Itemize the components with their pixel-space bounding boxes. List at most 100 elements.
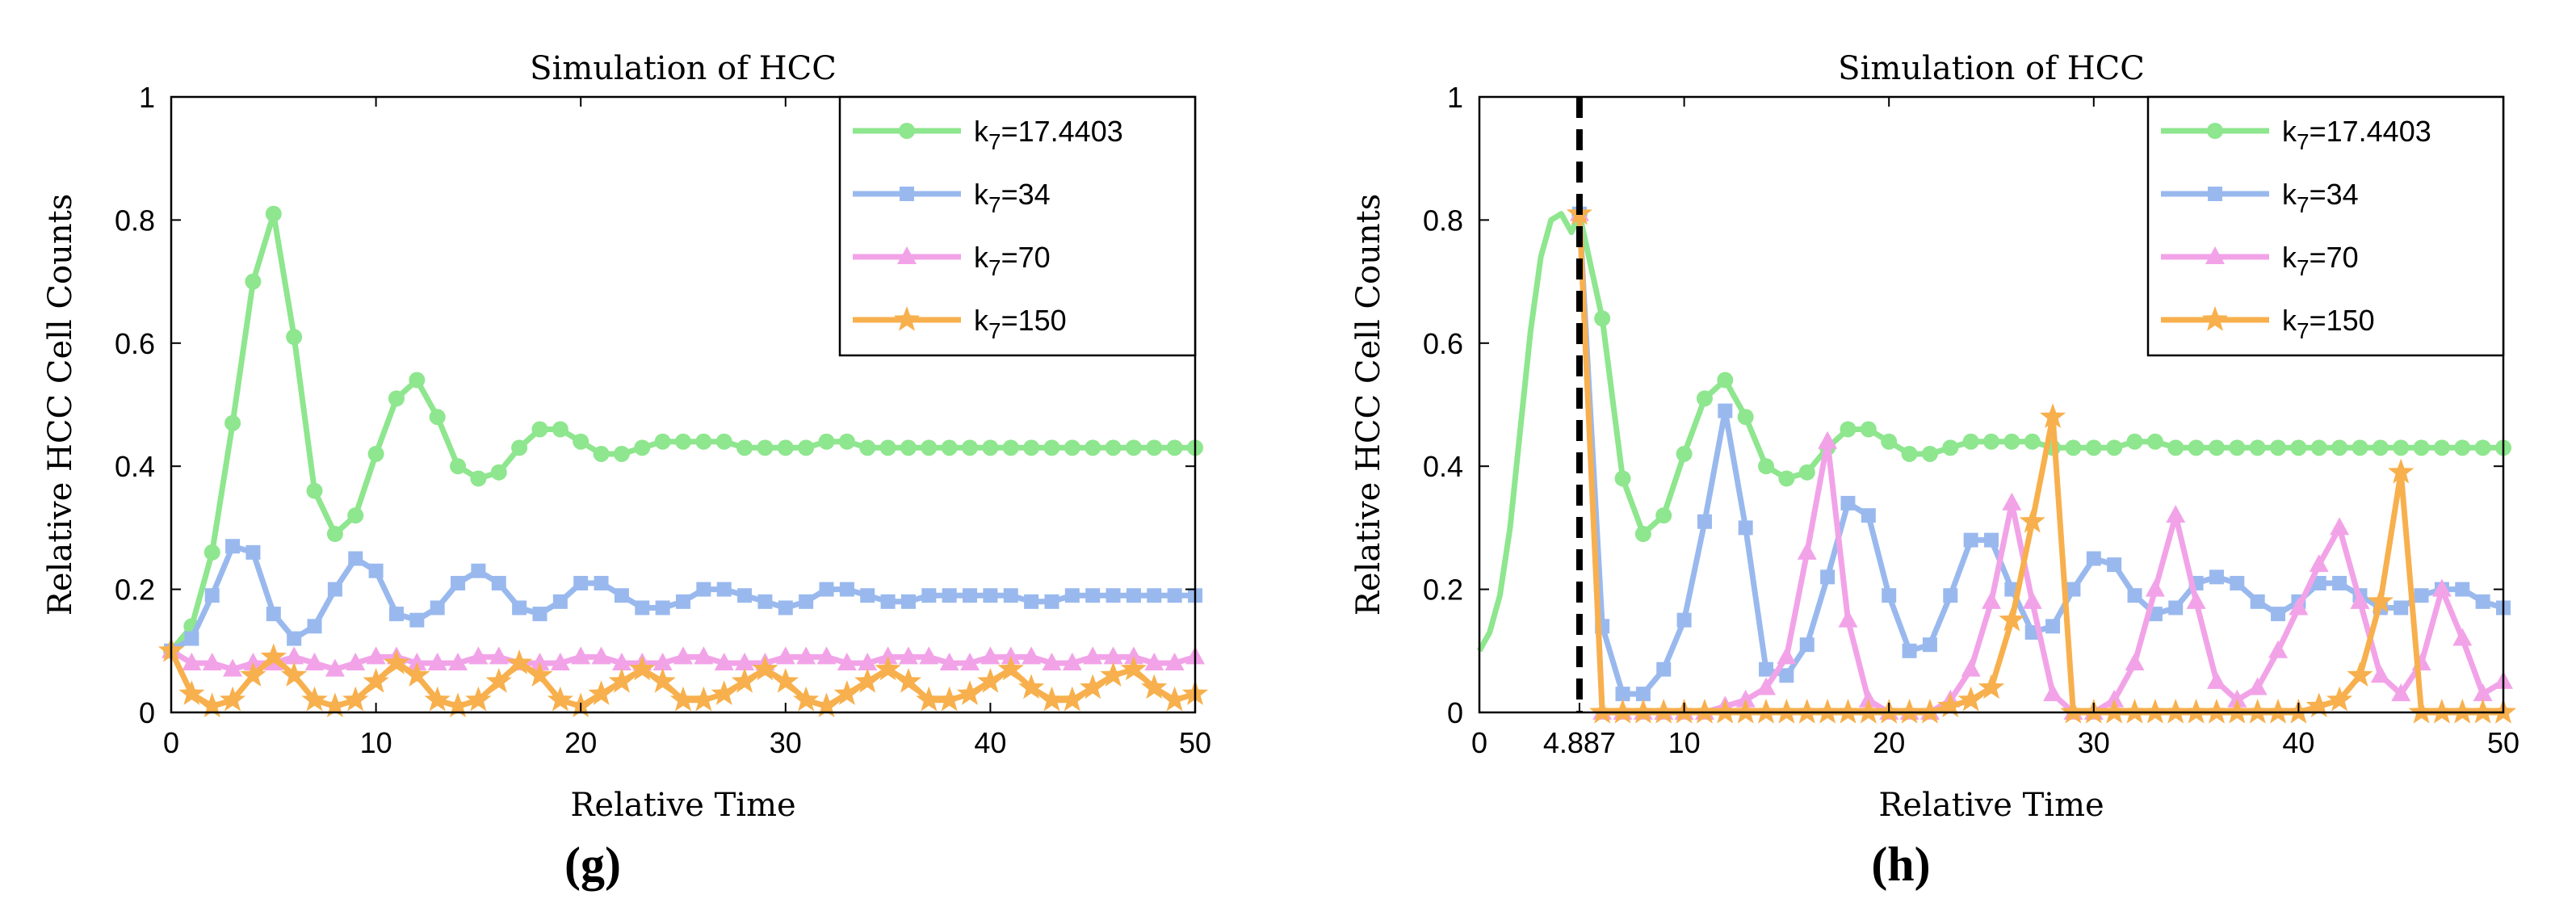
data-point	[879, 439, 896, 456]
data-point	[1957, 686, 1984, 712]
data-point	[819, 582, 834, 597]
data-point	[1835, 699, 1861, 724]
data-point	[1147, 588, 1162, 603]
data-point	[1146, 439, 1163, 456]
data-point	[326, 526, 343, 543]
data-point	[921, 588, 937, 603]
data-point	[614, 588, 629, 603]
data-point	[224, 414, 241, 431]
data-point	[1634, 526, 1651, 543]
data-point	[669, 686, 697, 712]
data-point	[1922, 637, 1937, 653]
y-tick-label: 0.8	[115, 204, 155, 237]
data-point	[1984, 532, 1999, 548]
data-point	[2372, 439, 2389, 456]
legend-label: k7=70	[974, 241, 1051, 280]
data-point	[2388, 458, 2414, 484]
legend-item: k7=34	[853, 178, 1051, 217]
data-point	[1042, 653, 1062, 671]
data-point	[2433, 439, 2450, 456]
data-point	[2408, 699, 2435, 724]
data-point	[363, 667, 389, 693]
data-point	[325, 658, 345, 677]
data-point	[1963, 532, 1978, 548]
data-point	[813, 692, 840, 718]
data-point	[2066, 582, 2081, 597]
data-point	[1756, 677, 1777, 695]
series-line	[1576, 213, 2505, 716]
data-point	[2142, 699, 2168, 724]
x-tick-label: 20	[564, 726, 597, 759]
data-point	[2019, 507, 2045, 533]
data-point	[2002, 492, 2022, 510]
data-point	[1161, 686, 1188, 712]
data-point	[1615, 687, 1630, 702]
data-point	[2428, 699, 2456, 724]
legend-item: k7=70	[853, 241, 1051, 280]
data-point	[573, 575, 589, 590]
data-point	[1656, 662, 1672, 677]
x-tick-label: 30	[2078, 726, 2110, 759]
data-point	[2309, 554, 2329, 573]
chart-panel-g: 0 10 20 30 40 50 0 0.2 0.4 0.6 0.8 1 Simulation of …	[42, 50, 1211, 891]
data-point	[2268, 640, 2289, 658]
data-point	[429, 409, 446, 426]
data-point	[1799, 637, 1815, 653]
data-point	[956, 680, 984, 705]
data-point	[367, 445, 384, 462]
data-point	[2163, 699, 2189, 724]
data-point	[2188, 439, 2205, 456]
series-3	[157, 636, 1209, 718]
data-point	[489, 646, 509, 665]
data-point	[342, 686, 369, 712]
data-point	[321, 692, 348, 718]
y-tick-label: 0	[139, 696, 155, 729]
axes-frame	[170, 95, 1197, 714]
data-point	[286, 329, 303, 346]
data-point	[2330, 517, 2350, 536]
data-point	[2270, 439, 2287, 456]
data-point	[2166, 505, 2186, 523]
data-point	[921, 439, 938, 456]
data-point	[2125, 653, 2145, 671]
legend-item: k7=34	[2161, 178, 2359, 217]
data-point	[243, 653, 263, 671]
data-point	[1902, 643, 1917, 658]
data-point	[1141, 674, 1168, 699]
data-point	[2350, 590, 2370, 609]
data-point	[2474, 439, 2491, 456]
data-point	[1962, 433, 1979, 450]
data-point	[1062, 653, 1082, 671]
data-point	[1717, 372, 1734, 389]
data-point	[184, 631, 199, 646]
data-point	[571, 646, 591, 665]
data-point	[2311, 575, 2326, 590]
data-point	[552, 421, 568, 438]
data-point	[1896, 699, 1923, 724]
data-point	[793, 686, 820, 712]
data-point	[1120, 655, 1147, 681]
data-point	[675, 433, 691, 450]
data-point	[1001, 646, 1021, 665]
data-point	[2370, 665, 2390, 683]
series-layer	[157, 205, 1209, 718]
data-point	[2227, 689, 2247, 708]
data-point	[1860, 421, 1877, 438]
data-point	[936, 686, 963, 712]
data-point	[1737, 409, 1754, 426]
legend: k7=17.4403 k7=34 k7=70 k7=150	[2146, 95, 2505, 357]
x-tick-label: 20	[1873, 726, 1905, 759]
legend-marker	[2208, 187, 2222, 201]
data-point	[2086, 551, 2101, 566]
data-point	[1635, 687, 1651, 702]
data-point	[388, 607, 404, 622]
legend-marker	[2201, 306, 2229, 331]
data-point	[2224, 699, 2251, 724]
data-point	[833, 680, 860, 705]
data-point	[1861, 508, 1876, 523]
data-point	[875, 655, 901, 681]
panel-label: (h)	[1871, 838, 1930, 891]
data-point	[225, 539, 241, 554]
data-point	[547, 686, 573, 712]
